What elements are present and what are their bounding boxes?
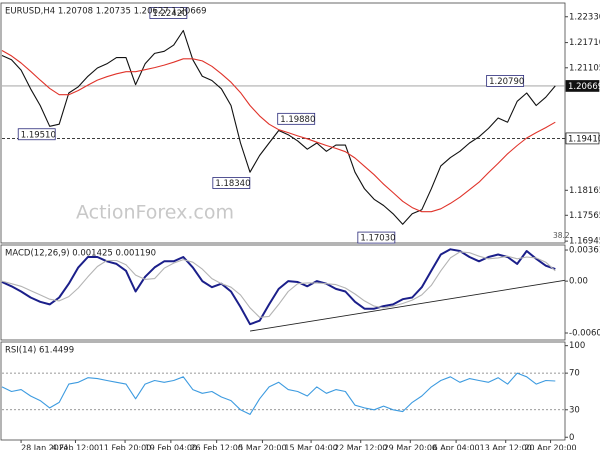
x-tick-label: 26 Feb 12:00 [190, 444, 242, 450]
level-label: 1.19410 [568, 134, 600, 144]
annotation-box [212, 177, 251, 189]
y-tick-label: 1.17565 [569, 211, 600, 221]
level-box [565, 80, 600, 92]
x-tick-label: 13 Apr 12:00 [480, 444, 532, 450]
annotation-label: 1.22420 [152, 9, 187, 19]
y-tick-label: 0.003615 [569, 246, 600, 256]
x-tick-label: 4 Feb 12:00 [52, 444, 99, 450]
x-tick-label: 20 Apr 20:00 [524, 444, 576, 450]
x-tick-label: 5 Mar 20:00 [238, 444, 286, 450]
pane-frame [0, 2, 566, 244]
x-tick-label: 11 Feb 20:00 [99, 444, 151, 450]
y-tick-label: 0.00 [569, 277, 588, 287]
annotation-label: 1.19880 [280, 115, 315, 125]
level-box [565, 132, 600, 145]
series-line [1, 50, 556, 213]
level-label: 1.20669 [568, 82, 600, 92]
series-line [1, 372, 556, 415]
x-tick-label: 19 Feb 04:00 [145, 444, 197, 450]
fib-label: 38.2 [553, 231, 570, 240]
annotation-box [149, 7, 188, 19]
series-line [1, 29, 556, 225]
annotation-label: 1.20790 [489, 77, 524, 87]
y-tick-label: 1.22330 [569, 12, 600, 22]
annotation-box [277, 112, 316, 125]
y-tick-label: 0 [569, 433, 574, 443]
y-tick-label: 100 [569, 341, 585, 351]
series-line [1, 251, 556, 318]
x-tick-label: 28 Jan 2021 [21, 444, 69, 450]
pane-title: MACD(12,26,9) 0.001425 0.001190 [5, 249, 156, 259]
annotation-label: 1.17030 [360, 234, 395, 244]
y-tick-label: 1.21105 [569, 63, 600, 73]
y-tick-label: 70 [569, 369, 580, 379]
y-tick-label: -0.006026 [569, 328, 600, 338]
trendline [249, 279, 565, 332]
watermark: ActionForex.com [76, 202, 234, 224]
pane-title: RSI(14) 61.4499 [5, 346, 74, 356]
y-tick-label: 1.16945 [569, 237, 600, 247]
y-tick-label: 30 [569, 405, 580, 415]
y-tick-label: 1.18165 [569, 186, 600, 196]
x-tick-label: 15 Mar 04:00 [284, 444, 337, 450]
annotation-box [486, 75, 525, 87]
annotation-label: 1.19510 [21, 130, 56, 140]
pane-frame [0, 244, 566, 341]
annotation-label: 1.18340 [215, 179, 250, 189]
annotation-box [357, 231, 396, 244]
x-tick-label: 22 Mar 12:00 [334, 444, 387, 450]
pane-frame [0, 341, 566, 441]
series-line [1, 248, 556, 326]
x-tick-label: 6 Apr 04:00 [433, 444, 480, 450]
x-tick-label: 29 Mar 20:00 [384, 444, 437, 450]
annotation-box [17, 128, 56, 141]
y-tick-label: 1.21710 [569, 38, 600, 48]
pane-title: EURUSD,H4 1.20708 1.20735 1.20627 1.2066… [5, 7, 207, 17]
